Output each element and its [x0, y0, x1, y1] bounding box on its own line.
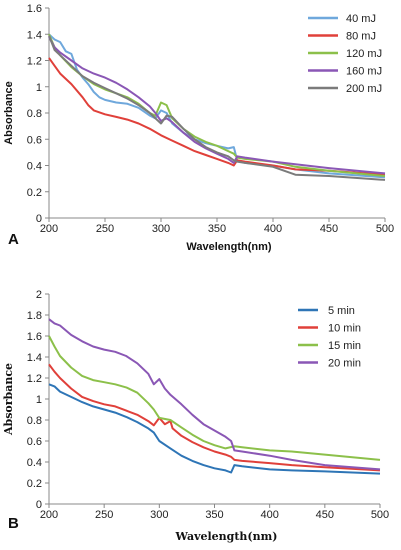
- x-tick-label: 350: [205, 509, 223, 521]
- series-line-4: [48, 36, 386, 175]
- x-tick-label: 350: [208, 223, 226, 235]
- series-line-3: [48, 335, 381, 461]
- chart-panel-b: 0 0.2 0.4 0.6 0.8 1 1.2 1.4 1.6 1.8 2 200 250 300 350 4…: [2, 289, 389, 543]
- x-tick-label: 300: [152, 223, 170, 235]
- y-tick-label: 1.2: [27, 373, 42, 385]
- legend-label-2: 10 min: [328, 323, 361, 335]
- y-tick-label: 2: [36, 289, 42, 301]
- legend-label-4: 160 mJ: [346, 66, 382, 78]
- y-tick-label: 1.2: [27, 56, 42, 68]
- x-tick-label: 400: [260, 509, 278, 521]
- x-tick-label: 500: [376, 223, 394, 235]
- y-tick-label: 0.6: [27, 134, 42, 146]
- y-axis-label: Absorbance: [3, 81, 15, 145]
- y-tick-label: 0: [36, 213, 42, 225]
- y-tick-label: 0.2: [27, 478, 42, 490]
- series-line-1: [48, 33, 386, 179]
- y-axis-label: Absorbance: [2, 363, 15, 436]
- series-line-2: [48, 57, 386, 176]
- legend-label-4: 20 min: [328, 358, 361, 370]
- legend-label-3: 15 min: [328, 340, 361, 352]
- y-tick-label: 1: [36, 394, 42, 406]
- x-tick-label: 400: [264, 223, 282, 235]
- legend-label-2: 80 mJ: [346, 31, 376, 43]
- series-line-5: [48, 35, 386, 181]
- series-line-4: [48, 318, 381, 471]
- chart-panel-a: 0 0.2 0.4 0.6 0.8 1 1.2 1.4 1.6 200 250 300 350 400 45…: [3, 3, 394, 253]
- x-tick-label: 500: [371, 509, 389, 521]
- y-tick-label: 0: [36, 499, 42, 511]
- legend-label-1: 5 min: [328, 305, 355, 317]
- y-tick-label: 0.4: [27, 457, 42, 469]
- y-tick-label: 1.6: [27, 331, 42, 343]
- panel-label: A: [8, 231, 19, 248]
- x-tick-label: 250: [95, 509, 113, 521]
- legend-label-1: 40 mJ: [346, 13, 376, 25]
- x-tick-label: 450: [316, 509, 334, 521]
- y-tick-label: 0.2: [27, 187, 42, 199]
- y-tick-label: 0.4: [27, 161, 42, 173]
- series-line-1: [48, 383, 381, 475]
- x-tick-label: 450: [320, 223, 338, 235]
- series-line-2: [48, 363, 381, 472]
- y-tick-label: 1.8: [27, 310, 42, 322]
- x-axis-label: Wavelength(nm): [175, 530, 278, 543]
- y-tick-label: 1.6: [27, 3, 42, 15]
- legend-label-3: 120 mJ: [346, 48, 382, 60]
- x-tick-label: 250: [96, 223, 114, 235]
- y-tick-label: 1.4: [27, 29, 42, 41]
- y-tick-label: 0.6: [27, 436, 42, 448]
- x-tick-label: 300: [150, 509, 168, 521]
- x-axis-label: Wavelength(nm): [186, 241, 271, 253]
- panel-label: B: [8, 515, 19, 532]
- y-tick-label: 1.4: [27, 352, 42, 364]
- legend: 5 min 10 min 15 min 20 min: [298, 305, 361, 370]
- x-tick-label: 200: [40, 223, 58, 235]
- y-tick-label: 0.8: [27, 415, 42, 427]
- y-tick-label: 0.8: [27, 108, 42, 120]
- legend-label-5: 200 mJ: [346, 83, 382, 95]
- y-tick-label: 1: [36, 82, 42, 94]
- legend: 40 mJ 80 mJ 120 mJ 160 mJ 200 mJ: [308, 13, 382, 95]
- x-tick-label: 200: [40, 509, 58, 521]
